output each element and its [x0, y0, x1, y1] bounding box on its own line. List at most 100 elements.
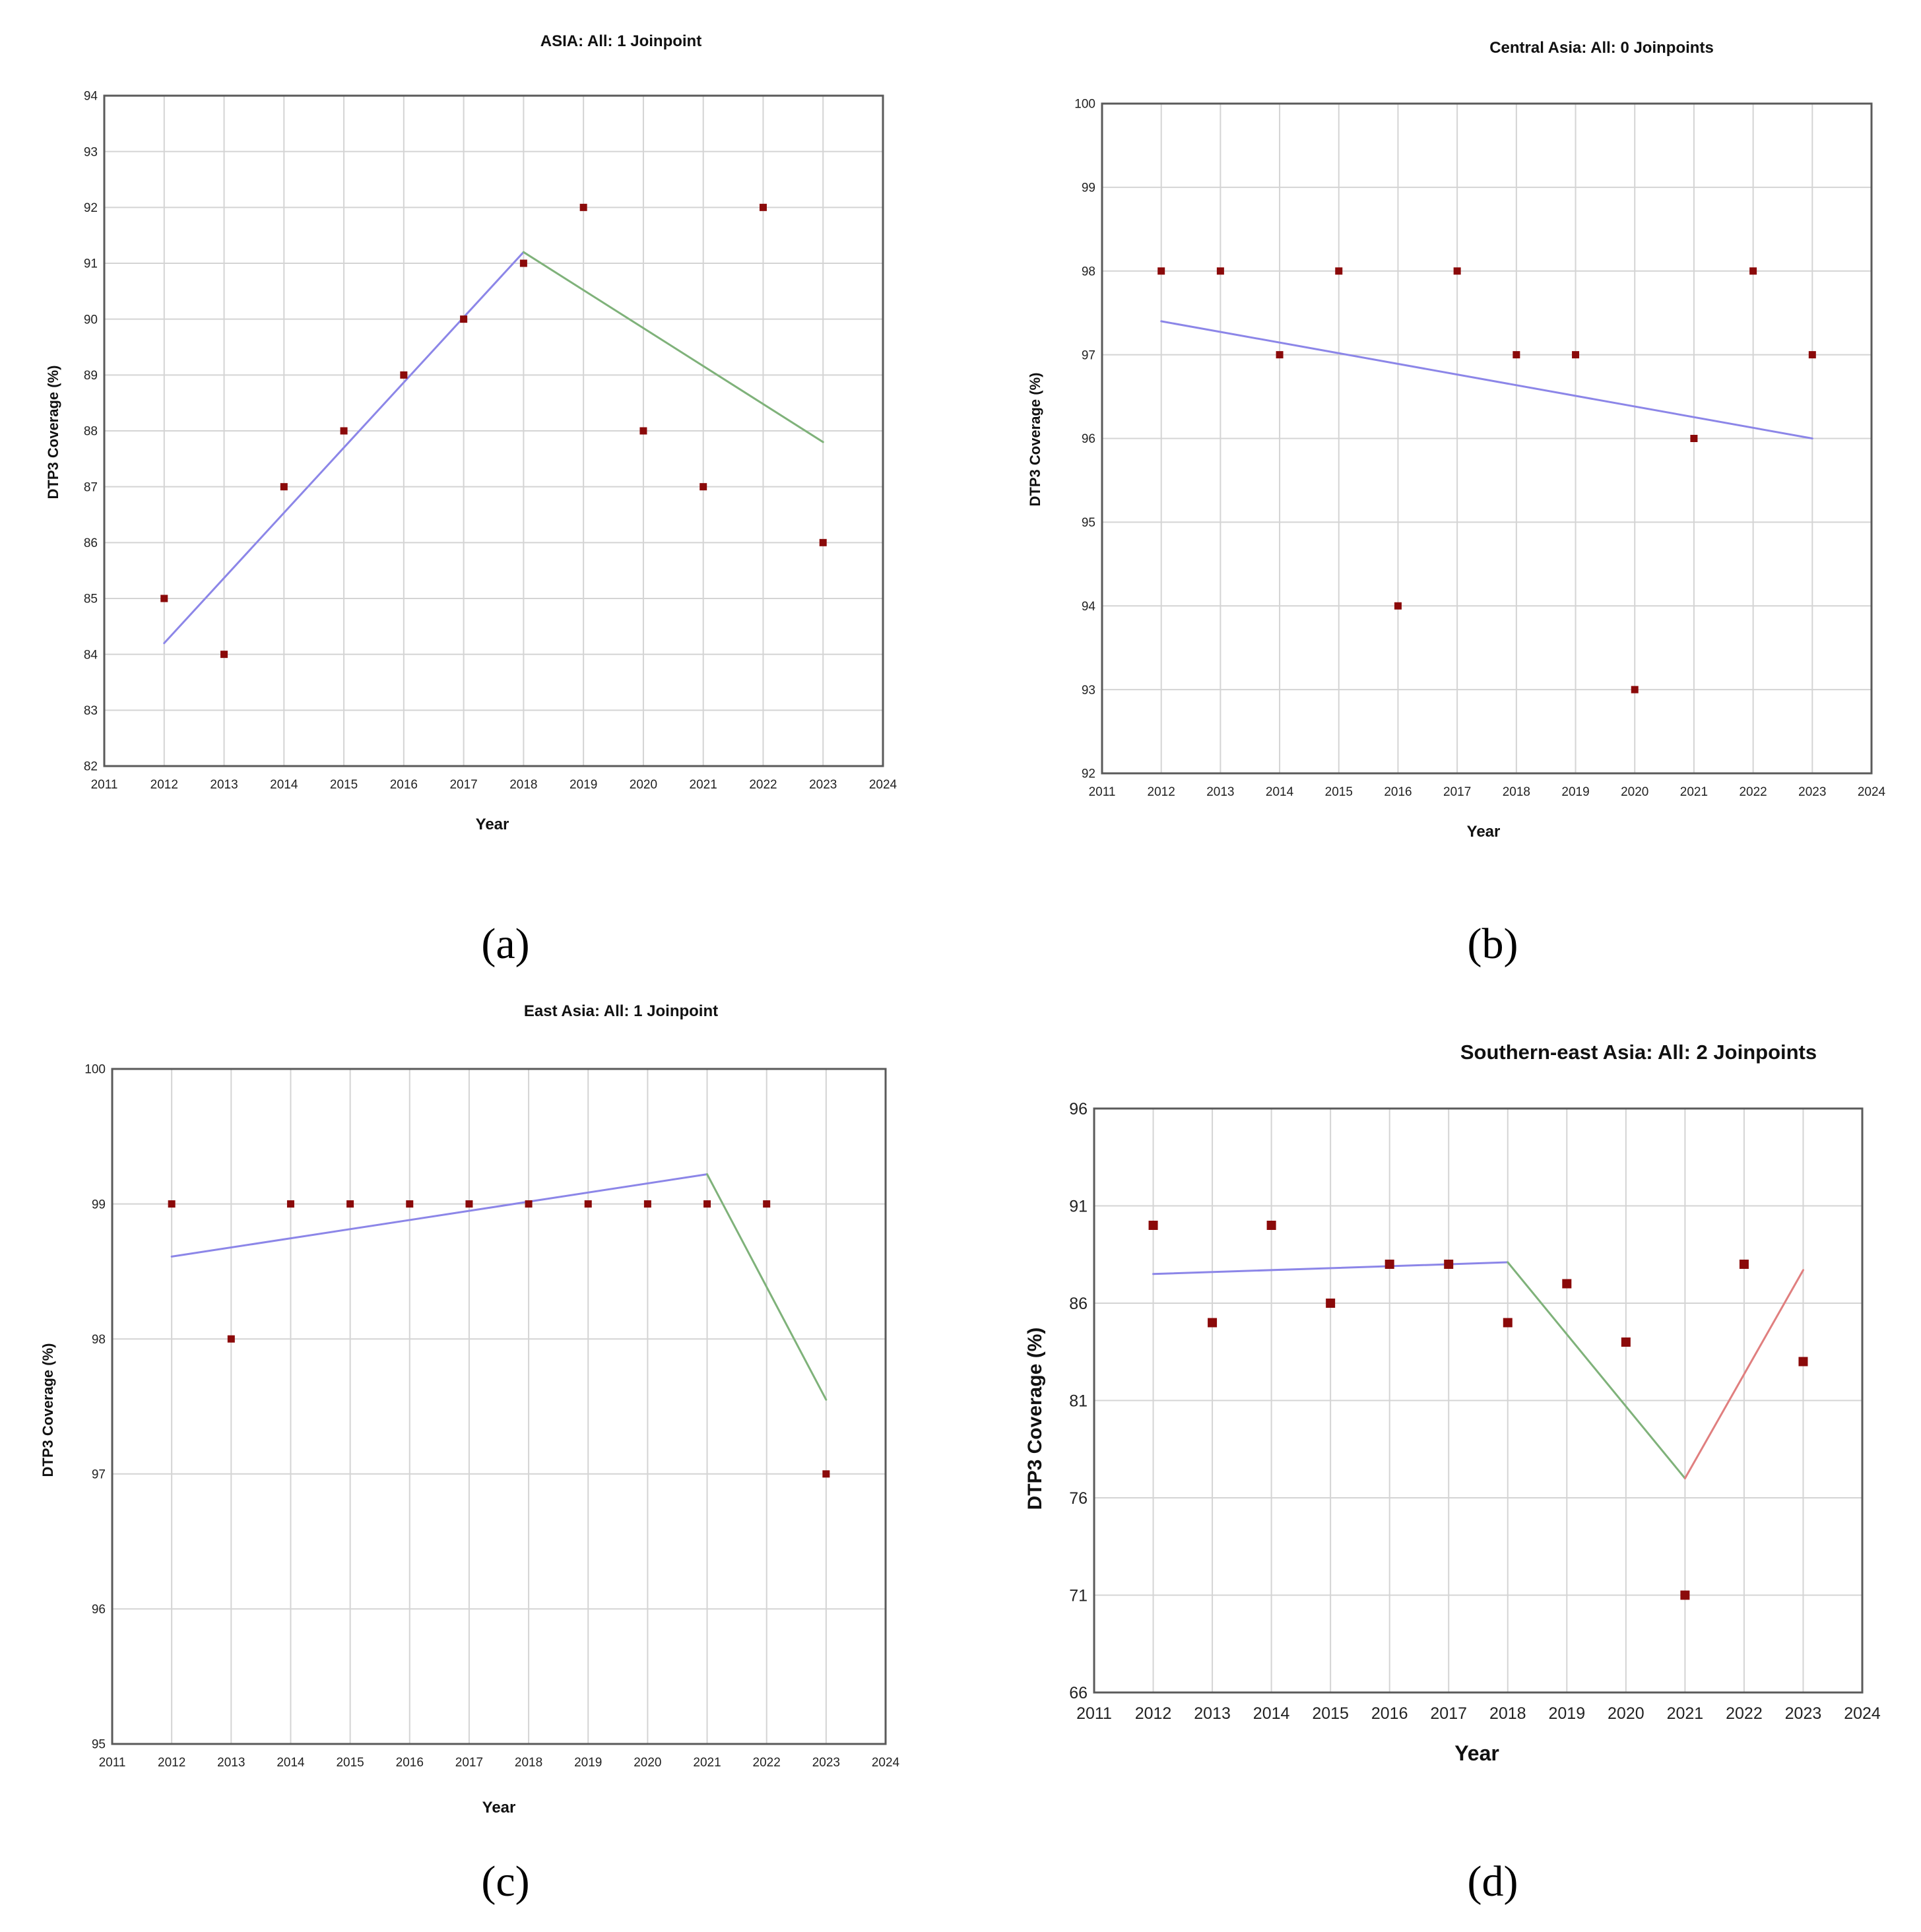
panel-c-x-tick-label: 2011: [99, 1756, 126, 1770]
panel-a-title: ASIA: All: 1 Joinpoint: [540, 32, 701, 50]
panel-a-data-point-2018: [519, 259, 527, 267]
panel-b-x-axis-label: Year: [1467, 823, 1501, 841]
panel-d-y-axis-label: DTP3 Coverage (%): [1024, 1328, 1046, 1510]
panel-d-y-tick-label: 71: [1069, 1586, 1088, 1605]
panel-b-data-point-2015: [1335, 267, 1343, 275]
panel-c-x-tick-label: 2023: [812, 1756, 840, 1770]
panel-a-y-tick-label: 92: [84, 201, 98, 215]
panel-d-x-tick-label: 2016: [1371, 1704, 1408, 1723]
panel-b-data-point-2021: [1690, 435, 1698, 442]
panel-a-data-point-2020: [639, 427, 647, 435]
panel-d-data-point-2023: [1798, 1357, 1808, 1367]
panel-a-y-tick-label: 82: [84, 760, 98, 774]
panel-a-data-point-2012: [160, 595, 168, 602]
panel-a-x-tick-label: 2017: [449, 778, 477, 792]
panel-b-caption: (b): [1468, 920, 1518, 968]
panel-a-x-tick-label: 2023: [809, 778, 837, 792]
panel-c-trend-segment-1: [170, 1173, 709, 1258]
panel-c-y-tick-label: 97: [92, 1467, 106, 1481]
panel-a-y-tick-label: 90: [84, 313, 98, 327]
panel-d-y-tick-label: 96: [1069, 1100, 1088, 1118]
panel-d-x-tick-label: 2013: [1194, 1704, 1231, 1723]
panel-c-y-tick-label: 98: [92, 1333, 106, 1347]
panel-b-data-point-2023: [1808, 351, 1816, 359]
panel-c-title: East Asia: All: 1 Joinpoint: [524, 1002, 718, 1020]
panel-d-y-tick-label: 66: [1069, 1684, 1088, 1702]
panel-a-data-point-2014: [280, 483, 288, 491]
panel-b-y-tick-label: 100: [1074, 98, 1095, 112]
panel-d-data-point-2021: [1680, 1590, 1690, 1600]
panel-b-data-point-2022: [1749, 267, 1757, 275]
panel-d-x-tick-label: 2018: [1489, 1704, 1526, 1723]
panel-a-caption: (a): [481, 920, 529, 968]
panel-a-data-point-2022: [759, 203, 767, 211]
panel-c-data-point-2016: [406, 1200, 414, 1208]
panel-d-y-tick-label: 86: [1069, 1295, 1088, 1313]
panel-c-data-point-2012: [168, 1200, 176, 1208]
panel-a-x-tick-label: 2013: [210, 778, 238, 792]
panel-d-y-tick-label: 81: [1069, 1392, 1088, 1410]
panel-b-x-tick-label: 2024: [1858, 785, 1886, 799]
panel-a-plot-frame: [103, 94, 884, 767]
panel-b-x-tick-label: 2022: [1739, 785, 1767, 799]
panel-d-x-tick-label: 2019: [1548, 1704, 1585, 1723]
panel-d-x-tick-label: 2011: [1076, 1704, 1112, 1723]
panel-b-title: Central Asia: All: 0 Joinpoints: [1489, 39, 1714, 57]
panel-a: ASIA: All: 1 Joinpoint 2011 2012 2013 2014 2…: [45, 32, 897, 968]
panel-b-x-tick-label: 2020: [1621, 785, 1648, 799]
panel-a-x-axis-label: Year: [476, 816, 509, 833]
panel-c-data-point-2017: [465, 1200, 473, 1208]
panel-a-data-point-2016: [400, 371, 408, 379]
panel-c-x-tick-label: 2017: [455, 1756, 483, 1770]
panel-d-plot-frame: [1093, 1107, 1864, 1694]
panel-d-x-tick-label: 2012: [1135, 1704, 1172, 1723]
panel-b-y-tick-label: 97: [1082, 348, 1095, 362]
panel-c-x-tick-label: 2016: [396, 1756, 424, 1770]
panel-a-y-tick-label: 94: [84, 90, 98, 104]
panel-a-data-point-2013: [220, 651, 228, 659]
panel-b-data-point-2012: [1157, 267, 1165, 275]
panel-b-y-tick-label: 93: [1082, 684, 1095, 697]
panel-c-caption: (c): [481, 1857, 529, 1906]
panel-a-data-point-2023: [819, 538, 827, 546]
panel-a-x-tick-label: 2021: [690, 778, 717, 792]
panel-c: East Asia: All: 1 Joinpoint 2011 2012 2013…: [40, 1002, 900, 1906]
panel-a-x-tick-label: 2022: [749, 778, 777, 792]
panel-c-x-tick-label: 2019: [574, 1756, 602, 1770]
panel-b-x-tick-label: 2023: [1798, 785, 1826, 799]
panel-d: Southern-east Asia: All: 2 Joinpoints 20…: [1024, 1041, 1881, 1906]
panel-a-y-tick-label: 84: [84, 648, 98, 662]
panel-b-data-point-2020: [1631, 686, 1639, 693]
panel-a-x-tick-label: 2012: [150, 778, 178, 792]
panel-d-data-point-2016: [1384, 1260, 1394, 1269]
panel-a-data-point-2021: [700, 483, 707, 491]
panel-c-x-axis-label: Year: [482, 1799, 516, 1817]
panel-b-y-tick-label: 99: [1082, 181, 1095, 195]
panel-d-x-tick-label: 2015: [1312, 1704, 1349, 1723]
panel-b-x-tick-label: 2011: [1089, 785, 1116, 799]
panel-d-data-point-2022: [1739, 1260, 1749, 1269]
panel-d-data-point-2017: [1444, 1260, 1454, 1269]
panel-b-data-point-2019: [1572, 351, 1580, 359]
panel-c-data-point-2020: [643, 1200, 651, 1208]
panel-c-y-axis-label: DTP3 Coverage (%): [40, 1343, 56, 1477]
panel-a-x-tick-label: 2024: [869, 778, 897, 792]
panel-a-y-tick-label: 89: [84, 369, 98, 383]
panel-d-data-point-2012: [1148, 1221, 1158, 1230]
panel-a-x-tick-label: 2014: [270, 778, 298, 792]
panel-b-x-tick-label: 2021: [1680, 785, 1708, 799]
panel-b-x-tick-label: 2019: [1561, 785, 1589, 799]
panel-a-y-axis-label: DTP3 Coverage (%): [45, 366, 61, 499]
panel-a-x-tick-label: 2019: [570, 778, 597, 792]
panel-a-y-tick-label: 91: [84, 257, 98, 271]
panel-b-data-point-2014: [1276, 351, 1284, 359]
panel-d-data-point-2020: [1621, 1337, 1631, 1347]
panel-c-plot-frame: [111, 1068, 887, 1745]
panel-c-x-tick-label: 2014: [277, 1756, 305, 1770]
panel-d-x-axis-label: Year: [1454, 1741, 1499, 1765]
panel-c-data-point-2013: [227, 1335, 235, 1343]
panel-b-plot-frame: [1101, 102, 1873, 775]
panel-c-data-point-2014: [286, 1200, 294, 1208]
panel-a-x-tick-label: 2018: [509, 778, 537, 792]
panel-a-y-tick-label: 93: [84, 145, 98, 159]
